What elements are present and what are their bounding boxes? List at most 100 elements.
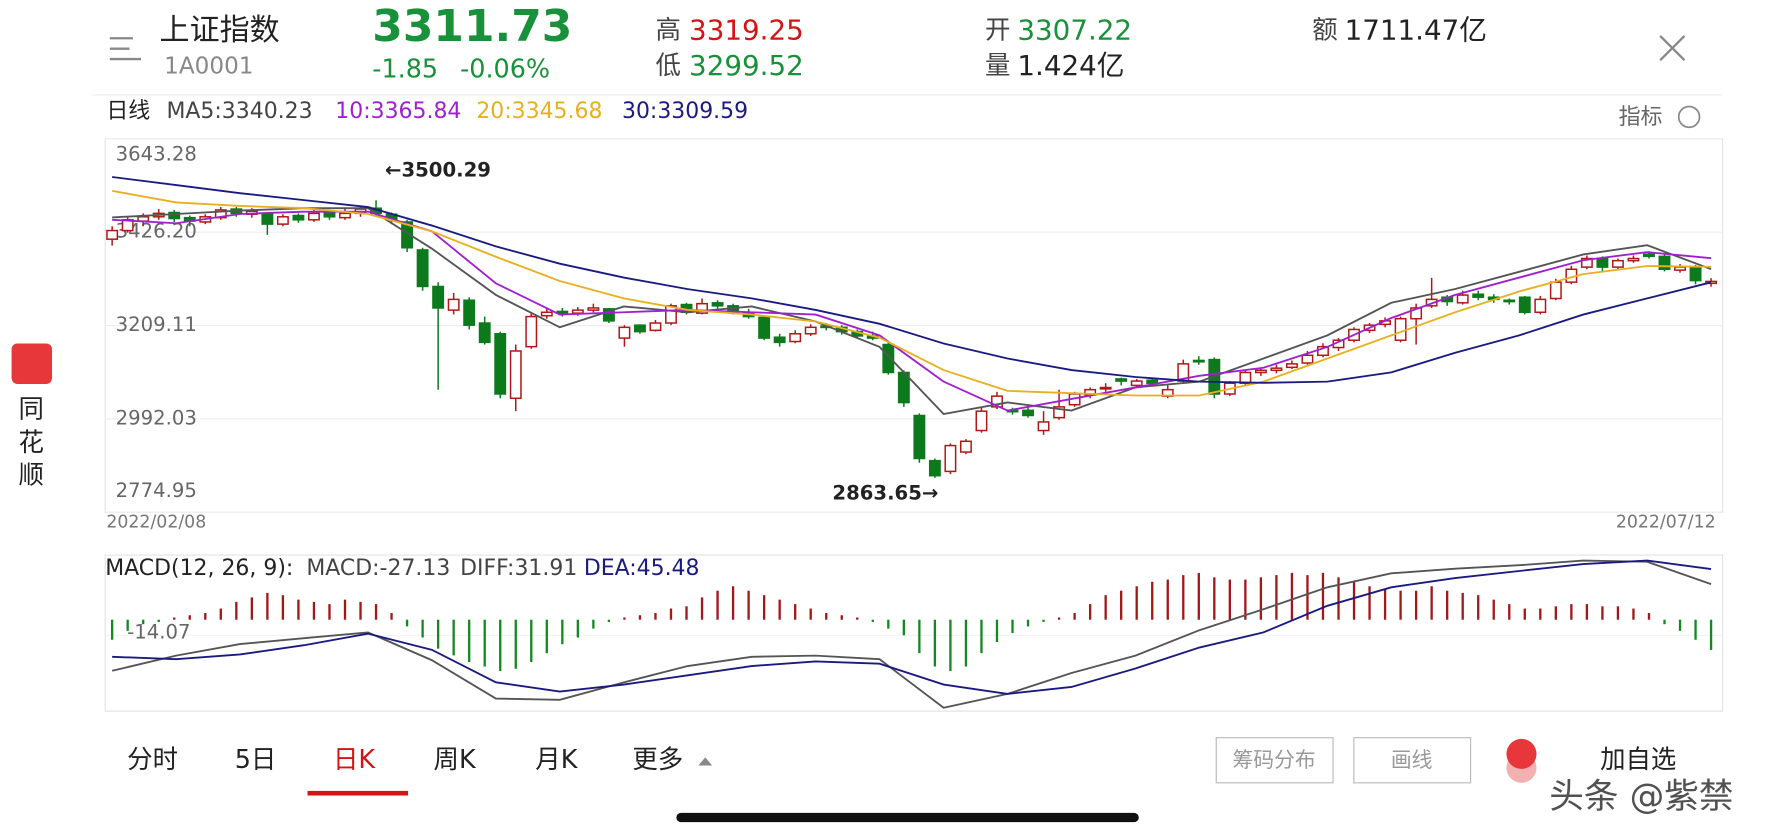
candle-body (494, 333, 507, 395)
quote-value: 3307.22 (1017, 13, 1132, 46)
macd-bar (328, 604, 331, 620)
candle-body (602, 308, 615, 322)
menu-icon[interactable] (109, 37, 142, 61)
macd-bar (468, 619, 471, 663)
candle-body (991, 395, 1003, 408)
indicator-icon[interactable] (1677, 105, 1701, 129)
macd-bar (731, 586, 735, 620)
macd-bar (1135, 586, 1138, 620)
macd-bar (1042, 619, 1045, 622)
candle-body (1037, 421, 1050, 432)
macd-bar (281, 595, 285, 620)
macd-bar (1213, 577, 1216, 620)
candle-body (447, 298, 460, 311)
macd-bar (1709, 619, 1713, 650)
button-frame[interactable] (1215, 737, 1334, 784)
ma-line (112, 176, 1712, 384)
macd-bar (1368, 586, 1371, 620)
macd-bar (561, 619, 564, 645)
candle-body (1503, 299, 1516, 303)
macd-bar (1663, 619, 1666, 625)
candle-body (1534, 298, 1547, 314)
tab[interactable]: 5日 (235, 744, 277, 774)
candle-body (913, 414, 926, 460)
macd-bar (1166, 579, 1169, 620)
macd-bar (452, 619, 455, 656)
quote-value: 1711.47亿 (1345, 13, 1487, 46)
button[interactable]: 筹码分布 (1232, 748, 1315, 772)
macd-bar (1182, 575, 1185, 620)
macd-bar (638, 615, 642, 620)
favorite-icon[interactable] (1506, 738, 1537, 769)
macd-bar (343, 599, 347, 620)
y-tick-label: 2992.03 (116, 406, 197, 429)
macd-bar (1585, 604, 1589, 620)
indicator-button[interactable]: 指标 (1619, 105, 1663, 130)
macd-bar (980, 619, 983, 654)
macd-bar (235, 601, 238, 620)
candle-body (1549, 281, 1562, 300)
macd-bar (266, 592, 269, 620)
candle-body (1674, 266, 1686, 271)
macd-bar (142, 619, 145, 625)
macd-bar (110, 619, 114, 640)
candle-body (339, 212, 351, 219)
change-pct: -0.06% (460, 54, 550, 84)
macd-bar (949, 619, 952, 671)
macd-bar (405, 619, 409, 627)
tab[interactable]: 月K (535, 744, 578, 774)
candle-body (416, 249, 429, 288)
quote-label: 量 (985, 50, 1010, 80)
app-name: 同 (19, 394, 44, 424)
tab[interactable]: 周K (434, 744, 477, 774)
macd-bar (188, 615, 191, 620)
y-tick-label: 3209.11 (116, 313, 197, 336)
low-annotation: 2863.65→ (832, 481, 938, 504)
tab-active[interactable]: 日K (333, 744, 376, 774)
candle-body (540, 311, 553, 317)
macd-bar (576, 619, 580, 638)
button-frame[interactable] (1353, 737, 1472, 784)
macd-bar (1383, 588, 1387, 620)
macd-bar (312, 601, 316, 620)
macd-bar (809, 608, 812, 620)
candle-body (1099, 386, 1112, 390)
button[interactable]: 画线 (1391, 748, 1433, 772)
candle-body (168, 211, 181, 220)
macd-bar (390, 613, 393, 620)
close-button[interactable] (1659, 35, 1686, 62)
macd-bar (762, 595, 766, 620)
macd-bar (359, 601, 362, 620)
candle-body (1596, 257, 1609, 268)
candle-body (882, 343, 895, 374)
macd-bar (1073, 613, 1076, 620)
macd-bar (716, 590, 719, 620)
candle-body (556, 310, 569, 314)
button[interactable]: 加自选 (1600, 744, 1676, 774)
macd-bar (778, 599, 781, 620)
macd-bar (1120, 590, 1123, 620)
candle-body (1410, 307, 1423, 320)
candle-body (789, 333, 802, 343)
macd-bar (483, 619, 486, 667)
tab[interactable]: 分时 (127, 744, 178, 774)
candle-body (432, 285, 445, 309)
candle-body (1611, 259, 1624, 268)
macd-bar (1632, 608, 1635, 620)
candle-body (773, 336, 786, 344)
macd-bar (592, 619, 595, 629)
candle-body (106, 229, 119, 240)
app-name: 花 (19, 427, 44, 457)
macd-panel (104, 554, 1724, 712)
macd-bar (1026, 619, 1030, 627)
macd-bar (204, 613, 207, 620)
macd-bar (421, 619, 424, 638)
quote-value: 1.424亿 (1017, 49, 1124, 82)
ma-line (111, 189, 1712, 397)
dropdown-arrow (698, 757, 713, 766)
macd-line (112, 559, 1712, 695)
candle-body (633, 324, 646, 333)
macd-bar (1647, 613, 1651, 620)
tab[interactable]: 更多 (632, 744, 683, 774)
app-icon[interactable] (11, 343, 53, 384)
